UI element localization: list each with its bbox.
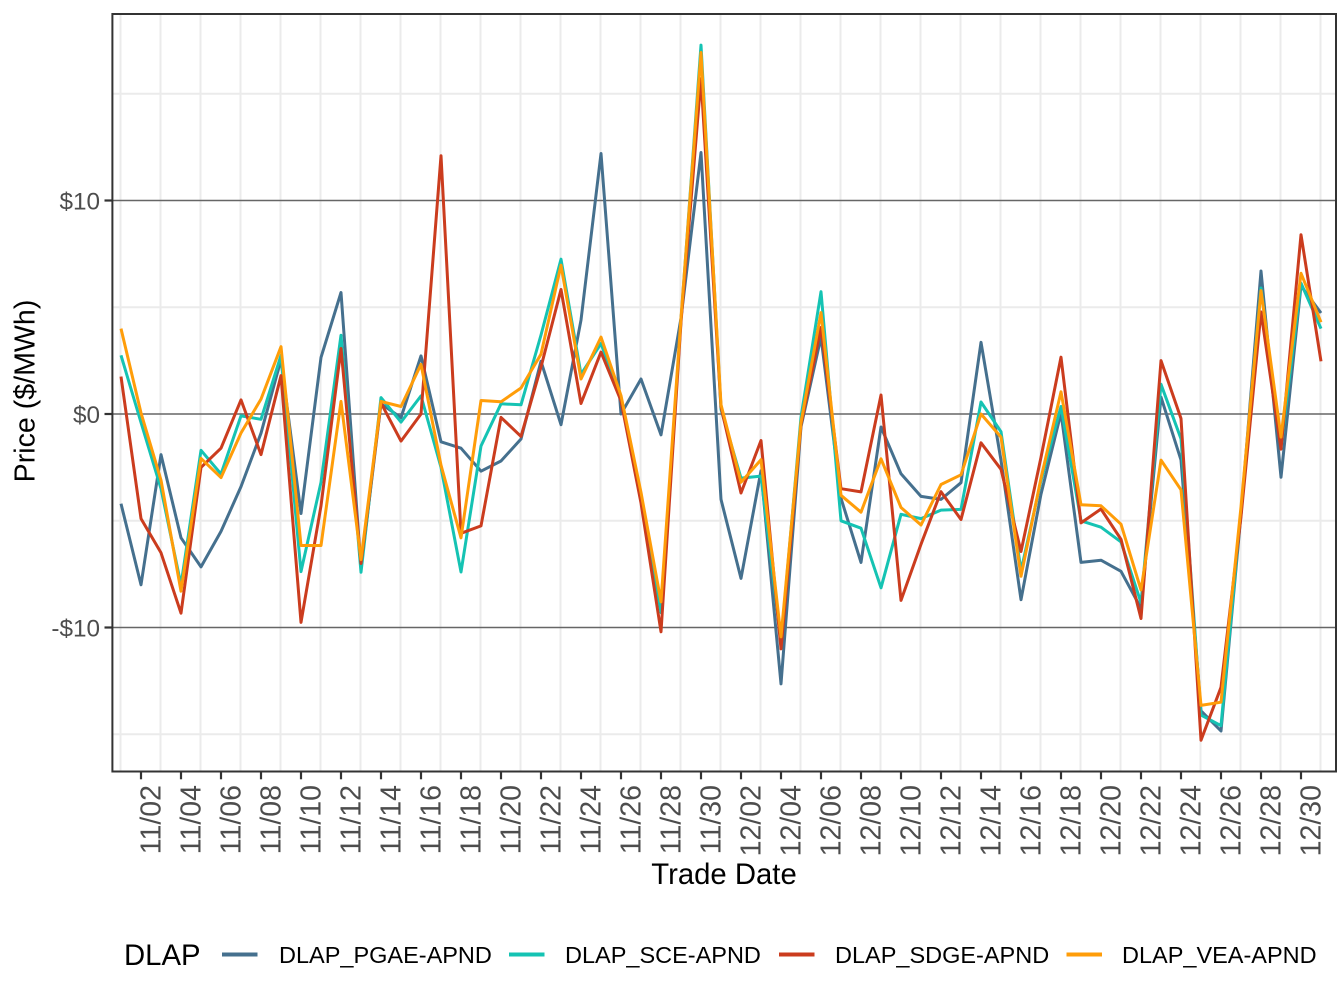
svg-text:11/18: 11/18	[456, 785, 488, 854]
svg-text:11/10: 11/10	[296, 785, 328, 854]
svg-text:11/30: 11/30	[696, 785, 728, 854]
svg-text:11/26: 11/26	[616, 785, 648, 854]
svg-text:12/30: 12/30	[1296, 785, 1328, 856]
svg-text:DLAP_SDGE-APND: DLAP_SDGE-APND	[835, 942, 1049, 968]
svg-text:12/18: 12/18	[1056, 785, 1088, 856]
svg-text:11/14: 11/14	[376, 785, 408, 854]
svg-text:12/14: 12/14	[976, 785, 1008, 856]
svg-text:11/22: 11/22	[536, 785, 568, 854]
svg-text:Price ($/MWh): Price ($/MWh)	[10, 300, 42, 483]
svg-text:12/16: 12/16	[1016, 785, 1048, 856]
svg-text:-$10: -$10	[51, 615, 100, 642]
svg-text:Trade Date: Trade Date	[651, 858, 796, 891]
svg-text:11/06: 11/06	[216, 785, 248, 854]
svg-text:$0: $0	[73, 402, 100, 429]
svg-text:DLAP_VEA-APND: DLAP_VEA-APND	[1122, 942, 1317, 968]
svg-text:11/12: 11/12	[336, 785, 368, 854]
svg-text:12/08: 12/08	[856, 785, 888, 856]
svg-text:DLAP_SCE-APND: DLAP_SCE-APND	[565, 942, 761, 968]
svg-text:12/26: 12/26	[1216, 785, 1248, 856]
svg-text:11/28: 11/28	[656, 785, 688, 854]
svg-text:12/12: 12/12	[936, 785, 968, 856]
svg-text:11/24: 11/24	[576, 785, 608, 854]
svg-text:12/22: 12/22	[1136, 785, 1168, 856]
svg-text:DLAP: DLAP	[124, 939, 201, 972]
svg-text:12/06: 12/06	[816, 785, 848, 856]
svg-text:12/24: 12/24	[1176, 785, 1208, 856]
svg-text:11/08: 11/08	[256, 785, 288, 854]
svg-text:DLAP_PGAE-APND: DLAP_PGAE-APND	[279, 942, 492, 968]
svg-text:12/02: 12/02	[736, 785, 768, 856]
svg-text:$10: $10	[59, 188, 100, 215]
svg-text:11/02: 11/02	[136, 785, 168, 854]
svg-text:12/20: 12/20	[1096, 785, 1128, 856]
svg-text:11/04: 11/04	[176, 785, 208, 854]
svg-text:12/28: 12/28	[1256, 785, 1288, 856]
svg-text:12/10: 12/10	[896, 785, 928, 856]
svg-text:12/04: 12/04	[776, 785, 808, 856]
svg-text:11/16: 11/16	[416, 785, 448, 854]
svg-text:11/20: 11/20	[496, 785, 528, 854]
